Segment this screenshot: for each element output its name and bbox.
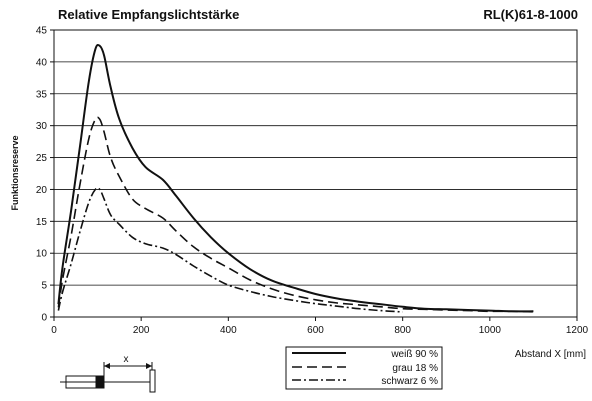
legend-label-grau: grau 18 % xyxy=(392,363,438,374)
distance-arrow-left xyxy=(104,363,110,369)
y-tick-label-30: 30 xyxy=(36,121,48,132)
series-line-2 xyxy=(57,187,403,313)
legend: weiß 90 % grau 18 % schwarz 6 % xyxy=(285,346,443,390)
series-line-1 xyxy=(57,116,534,313)
x-tick-labels: 0 200 400 600 800 1000 1200 xyxy=(51,317,589,336)
grid-lines xyxy=(54,61,577,286)
y-tick-label-45: 45 xyxy=(36,26,48,37)
x-tick-label-400: 400 xyxy=(220,325,237,336)
legend-label-schwarz: schwarz 6 % xyxy=(381,376,438,387)
y-tick-labels: 0 5 10 15 20 25 30 35 40 45 xyxy=(36,26,54,324)
legend-label-weiss: weiß 90 % xyxy=(390,349,438,360)
distance-arrow-right xyxy=(146,363,152,369)
plot-frame xyxy=(53,29,578,318)
distance-label: x xyxy=(124,354,129,365)
x-axis-label: Abstand X [mm] xyxy=(515,349,586,360)
y-tick-label-0: 0 xyxy=(41,313,47,324)
x-tick-label-1000: 1000 xyxy=(479,325,502,336)
sensor-head xyxy=(95,375,105,389)
x-tick-label-600: 600 xyxy=(307,325,324,336)
y-tick-label-35: 35 xyxy=(36,89,48,100)
x-tick-label-0: 0 xyxy=(51,325,57,336)
series-lines xyxy=(57,43,534,313)
x-tick-label-800: 800 xyxy=(394,325,411,336)
y-tick-label-15: 15 xyxy=(36,217,48,228)
y-tick-label-5: 5 xyxy=(41,281,47,292)
series-line-0 xyxy=(57,43,534,313)
y-tick-label-10: 10 xyxy=(36,249,48,260)
target-reflector xyxy=(149,369,156,393)
distance-diagram: x xyxy=(60,354,156,393)
chart-title: Relative Empfangslichtstärke xyxy=(58,7,239,22)
y-tick-label-20: 20 xyxy=(36,185,48,196)
x-tick-label-1200: 1200 xyxy=(566,325,589,336)
y-axis-label: Funktionsreserve xyxy=(10,135,20,210)
y-tick-label-40: 40 xyxy=(36,57,48,68)
x-tick-label-200: 200 xyxy=(133,325,150,336)
y-tick-label-25: 25 xyxy=(36,153,48,164)
chart-subtitle: RL(K)61-8-1000 xyxy=(483,7,578,22)
